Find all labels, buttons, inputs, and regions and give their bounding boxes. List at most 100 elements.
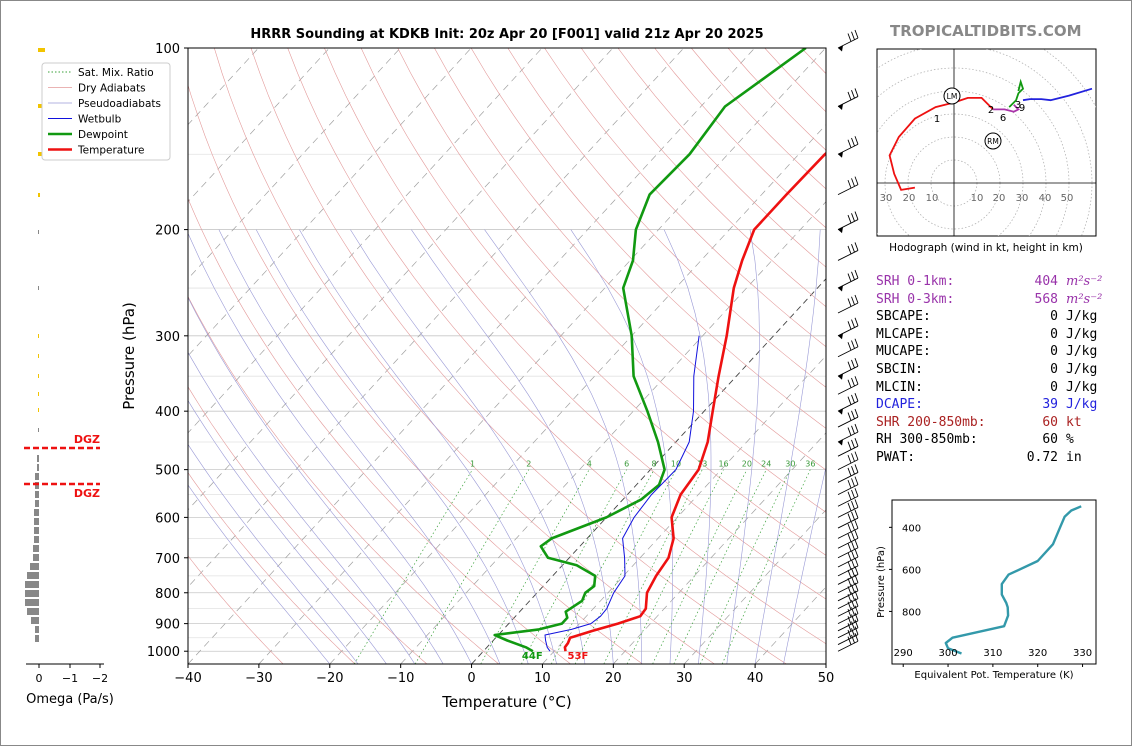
mixing-ratio-line [652,469,748,664]
wind-barb-feather [847,273,852,282]
wind-barb-feather [847,561,852,570]
wind-barb-feather [847,342,852,351]
wind-barb-feather [847,321,852,330]
wind-barb [837,619,859,639]
y-tick-label: 300 [155,330,180,345]
dgz-label: DGZ [74,433,100,446]
stat-unit: J/kg [1066,379,1098,395]
wind-barb [837,499,859,518]
hodograph-tick-label: 10 [926,193,939,204]
stat-unit: m²s⁻² [1066,274,1103,289]
y-tick-label: 900 [155,618,180,633]
wind-barb-feather [847,412,852,421]
wind-barb-feather [851,466,855,475]
pseudoadiabat [255,229,529,664]
stat-row: SBCAPE: 0 J/kg [876,308,1126,326]
stat-label: SRH 0-1km: [876,274,955,289]
hodograph-tick-label: 20 [993,193,1006,204]
stat-label: SRH 0-3km: [876,291,955,307]
wind-barb-feather [847,578,852,587]
wind-barb-feather [854,176,859,185]
omega-bar [38,428,39,432]
mixing-ratio-label: 30 [785,460,795,469]
wind-barb [837,598,859,617]
x-tick-label: −30 [245,671,272,686]
pseudoadiabat [188,351,416,664]
wind-barb-staff [837,250,859,261]
wind-barb-staff [837,506,859,518]
hodograph-tick-label: 10 [971,193,984,204]
wind-barb [837,88,859,110]
wind-barb-feather [854,317,859,326]
wind-barb-staff [837,302,859,314]
storm-motion-label: LM [947,92,958,101]
omega-bar [34,509,39,516]
isotherm-line [188,48,685,588]
theta-e-x-tick-label: 300 [938,648,957,659]
mixing-ratio-label: 6 [624,460,629,469]
hodograph-caption: Hodograph (wind in kt, height in km) [889,242,1083,254]
dry-adiabat [507,48,826,388]
wind-barb-feather [847,298,852,307]
hodograph-height-label: 6 [1000,113,1006,124]
wind-barb [837,476,859,496]
wind-barb-pennant [838,439,843,446]
wind-barb-feather [851,511,855,520]
wind-barb-feather [854,488,859,497]
wind-barb-feather [847,552,852,561]
mixing-ratio-line [699,469,791,664]
wind-barb-feather [854,136,859,145]
theta-e-x-label: Equivalent Pot. Temperature (K) [914,670,1073,681]
wind-barb-feather [851,213,855,222]
wind-barb [837,574,859,594]
mixing-ratio-label: 16 [718,460,728,469]
wind-barb-feather [854,566,859,575]
wind-barb-feather [851,550,855,559]
wind-barb [837,612,859,632]
x-axis-label: Temperature (°C) [441,693,571,711]
mixing-ratio-line [603,469,703,664]
wind-barb-feather [847,361,852,370]
wind-barb-feather [847,586,852,595]
wind-barb-feather [851,425,855,434]
wind-barb-staff [837,527,859,539]
isotherm-line [188,48,614,511]
wind-barb-feather [851,137,855,147]
wind-barb-staff [837,495,859,507]
omega-bar [27,608,39,615]
dry-adiabat [360,48,826,556]
omega-bar [38,392,39,396]
storm-motion-label: RM [987,137,999,146]
stat-value: 404 [1034,274,1058,289]
stat-value: 0 [1050,361,1058,377]
x-tick-label: −20 [316,671,343,686]
wind-barb-feather [854,582,859,591]
dry-adiabat [188,197,571,664]
wind-barb-feather [851,628,855,637]
wind-barb-feather [847,623,852,632]
wind-barb-pennant [838,103,843,110]
wind-barb-feather [854,530,859,539]
stat-unit: J/kg [1066,344,1098,360]
theta-e-x-tick-label: 290 [894,648,913,659]
stat-row: DCAPE: 39 J/kg [876,396,1126,414]
wind-barb-feather [851,410,855,419]
wind-barb-feather [847,593,852,603]
pseudoadiabat [726,229,760,664]
wind-barb-feather [854,574,859,583]
wind-barb-feather [847,608,852,618]
wind-barb-feather [854,294,859,304]
x-tick-label: −40 [174,671,201,686]
wind-barb-feather [847,616,852,625]
dry-adiabat [250,48,787,664]
stat-row: SHR 200-850mb: 60 kt [876,414,1126,432]
wind-barb-feather [851,478,855,487]
wind-barb [837,358,859,380]
stat-row: SRH 0-1km: 404 m²s⁻² [876,273,1126,291]
wind-barb-feather [854,29,859,39]
omega-bar [35,500,39,507]
pseudoadiabat [188,484,331,664]
wind-barb [837,338,859,358]
pseudoadiabat [783,465,826,664]
pseudoadiabat [188,232,472,664]
